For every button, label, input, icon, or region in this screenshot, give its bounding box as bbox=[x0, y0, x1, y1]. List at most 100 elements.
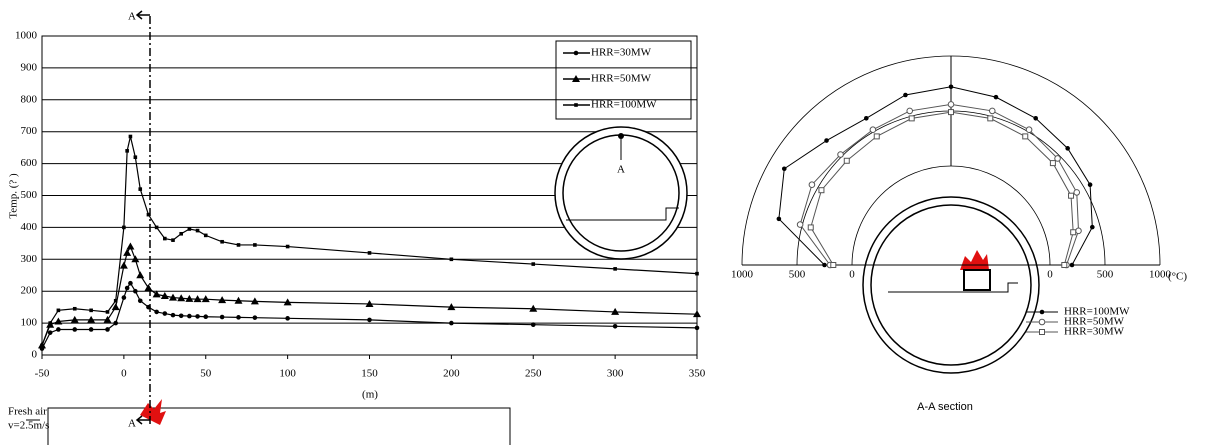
marker bbox=[220, 239, 224, 244]
y-tick-label: 800 bbox=[21, 93, 38, 105]
marker bbox=[218, 296, 227, 304]
marker bbox=[808, 181, 816, 188]
marker bbox=[195, 314, 200, 319]
marker bbox=[144, 284, 153, 292]
marker bbox=[693, 310, 701, 318]
marker bbox=[138, 187, 143, 191]
legend-marker bbox=[573, 50, 579, 56]
marker bbox=[988, 107, 996, 115]
y-tick-label: 600 bbox=[21, 157, 38, 169]
legend-marker bbox=[574, 103, 578, 107]
flow-label: v=2.5m/s bbox=[8, 420, 49, 432]
marker bbox=[87, 315, 96, 323]
marker bbox=[119, 261, 128, 269]
marker bbox=[162, 311, 168, 316]
series-line bbox=[41, 245, 698, 346]
legend-marker bbox=[1039, 309, 1045, 315]
marker bbox=[818, 187, 825, 194]
legend-label: HRR=100MW bbox=[591, 99, 657, 111]
marker bbox=[88, 327, 94, 332]
section-arrow bbox=[135, 10, 150, 20]
marker bbox=[152, 290, 161, 298]
inset-ring bbox=[554, 126, 688, 260]
marker bbox=[177, 294, 186, 302]
x-tick-label: 250 bbox=[525, 368, 542, 380]
marker bbox=[1061, 262, 1068, 268]
marker bbox=[171, 238, 175, 242]
plot-frame bbox=[41, 35, 698, 356]
marker bbox=[187, 313, 192, 319]
marker bbox=[1070, 229, 1077, 236]
marker bbox=[72, 306, 77, 311]
x-tick-label: 150 bbox=[361, 368, 378, 380]
marker bbox=[449, 257, 454, 262]
marker bbox=[105, 327, 110, 332]
x-tick-label: 350 bbox=[689, 368, 706, 380]
legend-marker bbox=[1038, 318, 1046, 326]
r-axis-label: (°C) bbox=[1168, 271, 1187, 283]
r-tick-label: 0 bbox=[1047, 269, 1053, 281]
tunnel-schematic bbox=[47, 407, 511, 445]
r-tick-label: 500 bbox=[789, 269, 806, 281]
tunnel-ring bbox=[862, 196, 1040, 374]
series-line bbox=[778, 86, 1093, 266]
legend-label: HRR=30MW bbox=[591, 47, 652, 59]
marker bbox=[113, 298, 118, 303]
r-tick-label: 500 bbox=[1097, 269, 1114, 281]
marker bbox=[285, 316, 290, 321]
section-arrow bbox=[135, 415, 150, 425]
y-axis-label: Temp. (? ) bbox=[8, 173, 20, 219]
marker bbox=[694, 325, 700, 331]
marker bbox=[195, 228, 200, 233]
marker bbox=[131, 255, 140, 263]
marker bbox=[1068, 192, 1075, 199]
legend-marker bbox=[1039, 329, 1045, 335]
marker bbox=[128, 280, 133, 286]
marker bbox=[1087, 182, 1093, 187]
series-line bbox=[41, 282, 698, 349]
marker bbox=[843, 157, 850, 164]
marker bbox=[948, 84, 954, 90]
marker bbox=[154, 309, 159, 315]
x-tick-label: 100 bbox=[279, 368, 296, 380]
marker bbox=[948, 109, 954, 116]
marker bbox=[154, 225, 159, 230]
tunnel-ring bbox=[870, 204, 1032, 366]
y-tick-label: 1000 bbox=[15, 30, 38, 42]
marker bbox=[947, 101, 955, 108]
x-tick-label: 300 bbox=[607, 368, 624, 380]
flow-label: Fresh air bbox=[8, 406, 47, 418]
marker bbox=[1075, 227, 1082, 235]
y-tick-label: 500 bbox=[21, 189, 38, 201]
legend-label: HRR=50MW bbox=[1064, 316, 1125, 328]
marker bbox=[40, 343, 44, 348]
legend-label: HRR=50MW bbox=[591, 73, 652, 85]
marker bbox=[253, 243, 257, 247]
marker bbox=[283, 298, 292, 306]
marker bbox=[285, 244, 290, 249]
marker bbox=[822, 262, 827, 268]
marker bbox=[906, 107, 914, 115]
marker bbox=[56, 327, 61, 332]
marker bbox=[89, 308, 93, 313]
x-tick-label: 200 bbox=[443, 368, 460, 380]
marker bbox=[776, 216, 782, 222]
section-label: A bbox=[128, 418, 136, 430]
marker bbox=[612, 323, 618, 329]
marker bbox=[234, 296, 243, 304]
marker bbox=[993, 94, 999, 100]
series-line bbox=[799, 103, 1080, 266]
marker bbox=[1033, 115, 1038, 121]
marker bbox=[185, 294, 194, 302]
marker bbox=[187, 227, 192, 231]
x-tick-label: 50 bbox=[200, 368, 212, 380]
marker bbox=[367, 251, 372, 255]
marker bbox=[123, 248, 132, 256]
marker bbox=[146, 304, 151, 310]
polar-title: A-A section bbox=[917, 401, 973, 413]
marker bbox=[1069, 262, 1075, 268]
marker bbox=[105, 310, 110, 314]
marker bbox=[54, 317, 63, 325]
marker bbox=[1090, 224, 1095, 230]
